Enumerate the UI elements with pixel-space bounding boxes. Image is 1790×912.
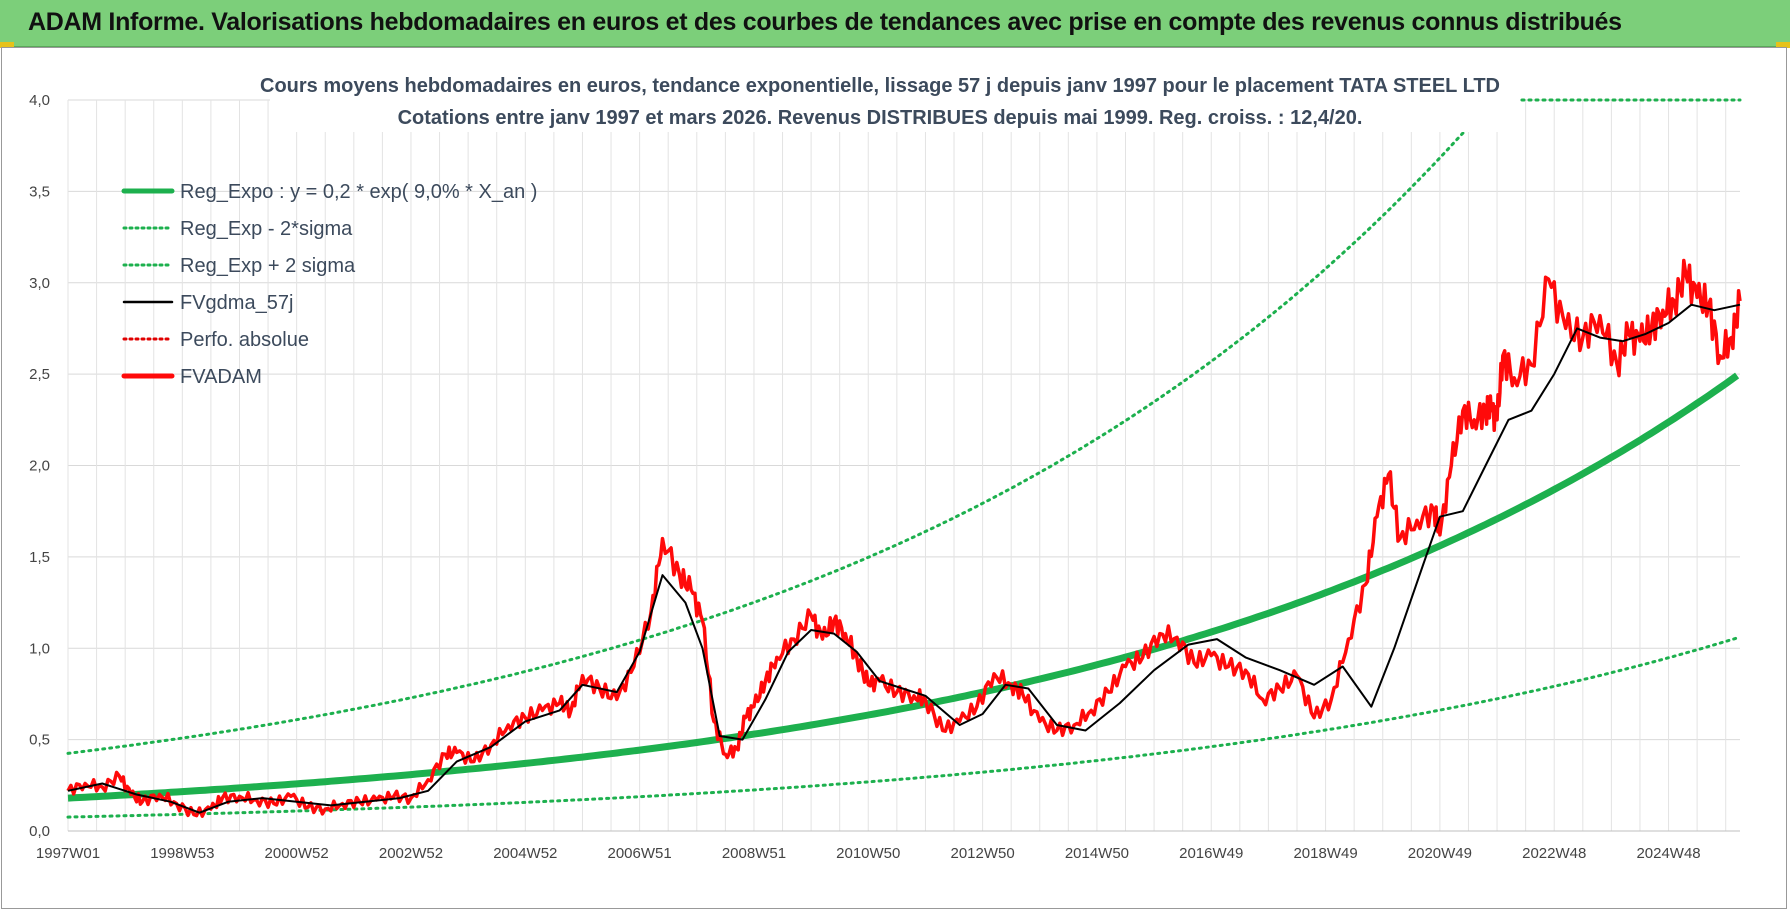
- x-tick-label: 2018W49: [1293, 845, 1357, 862]
- x-tick-label: 2022W48: [1522, 845, 1586, 862]
- report-title: ADAM Informe. Valorisations hebdomadaire…: [28, 8, 1622, 36]
- x-tick-label: 1997W01: [36, 845, 100, 862]
- x-tick-label: 2002W52: [379, 845, 443, 862]
- legend-label-3: Reg_Exp + 2 sigma: [180, 255, 356, 277]
- x-axis-ticks: 1997W01 1998W53 2000W52 2002W52 2004W52 2006W…: [36, 845, 1701, 862]
- curves: [66, 98, 1742, 819]
- y-tick-label: 1,5: [29, 549, 50, 566]
- legend-label-4: FVgdma_57j: [180, 292, 293, 314]
- reg-exp-plus-2sigma-line: [66, 99, 1493, 755]
- y-tick-label: 3,0: [29, 275, 50, 292]
- x-tick-label: 2020W49: [1408, 845, 1472, 862]
- fvadam-line: [66, 258, 1742, 818]
- corner-mark-left: [0, 42, 14, 48]
- x-tick-label: 2000W52: [265, 845, 329, 862]
- y-axis-ticks: 0,0 0,5 1,0 1,5 2,0 2,5 3,0 3,5 4,0: [29, 92, 50, 840]
- legend-label-5: Perfo. absolue: [180, 329, 309, 351]
- x-tick-label: 2004W52: [493, 845, 557, 862]
- x-tick-label: 2024W48: [1636, 845, 1700, 862]
- x-tick-label: 2010W50: [836, 845, 900, 862]
- grid-lines: [67, 99, 1740, 832]
- legend-label-1: Reg_Expo : y = 0,2 * exp( 9,0% * X_an ): [180, 181, 537, 203]
- x-tick-label: 2014W50: [1065, 845, 1129, 862]
- y-tick-label: 2,5: [29, 366, 50, 383]
- title-backdrop: [270, 68, 1520, 132]
- fvgdma-57j-line: [67, 303, 1741, 814]
- chart-title-line1: Cours moyens hebdomadaires en euros, ten…: [260, 75, 1500, 97]
- y-tick-label: 0,0: [29, 823, 50, 840]
- legend: Reg_Expo : y = 0,2 * exp( 9,0% * X_an ) R…: [121, 181, 537, 388]
- x-tick-label: 2006W51: [608, 845, 672, 862]
- chart-frame: [1, 47, 1787, 909]
- y-tick-label: 1,0: [29, 640, 50, 657]
- y-tick-label: 2,0: [29, 458, 50, 475]
- corner-mark-right: [1776, 42, 1790, 48]
- y-tick-label: 4,0: [29, 92, 50, 109]
- x-tick-label: 2012W50: [950, 845, 1014, 862]
- reg-expo-line: [67, 372, 1740, 802]
- chart-title-line2: Cotations entre janv 1997 et mars 2026. …: [398, 107, 1363, 129]
- y-tick-label: 0,5: [29, 732, 50, 749]
- reg-exp-minus-2sigma-line: [66, 636, 1739, 819]
- y-tick-label: 3,5: [29, 183, 50, 200]
- legend-label-2: Reg_Exp - 2*sigma: [180, 218, 353, 240]
- x-tick-label: 2008W51: [722, 845, 786, 862]
- x-tick-label: 1998W53: [150, 845, 214, 862]
- report-banner: ADAM Informe. Valorisations hebdomadaire…: [0, 0, 1790, 47]
- legend-label-6: FVADAM: [180, 366, 262, 388]
- x-tick-label: 2016W49: [1179, 845, 1243, 862]
